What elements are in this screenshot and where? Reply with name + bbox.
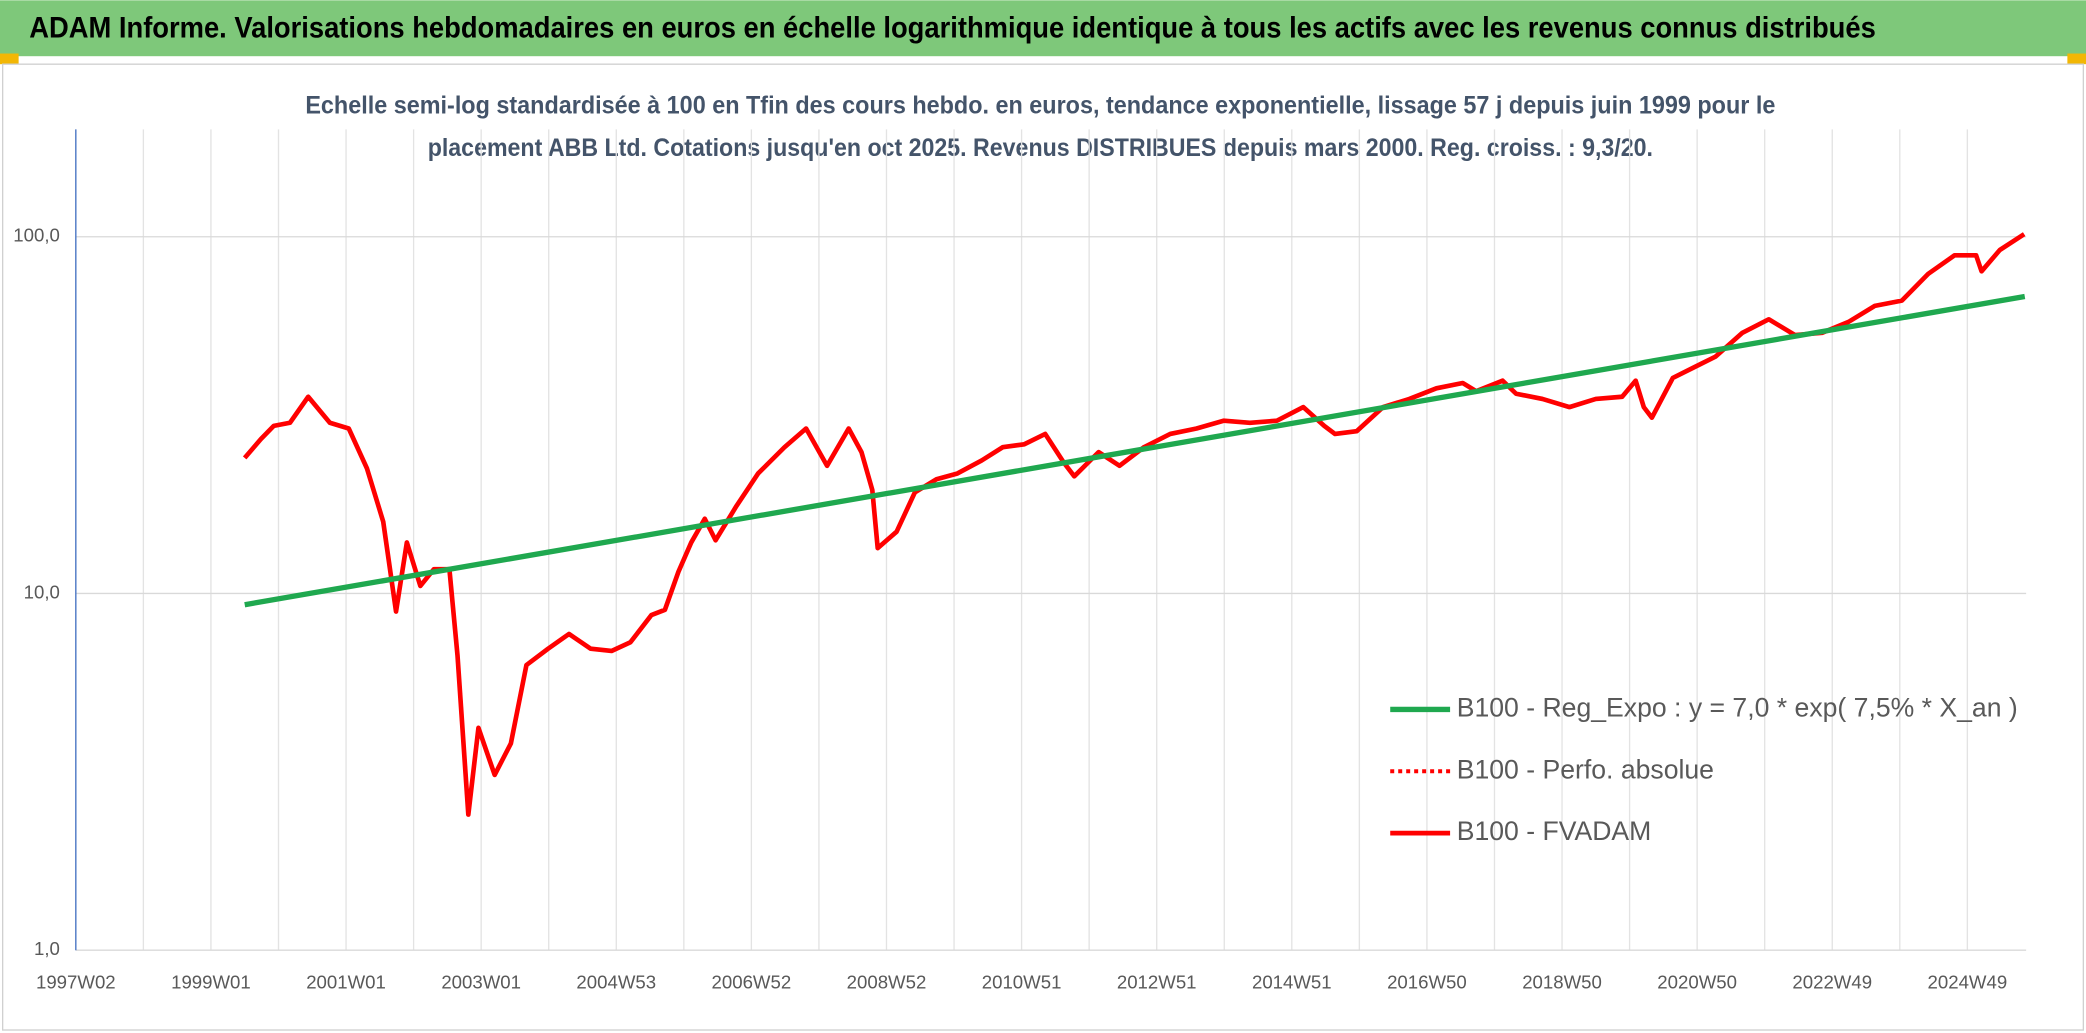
chart-frame bbox=[1, 63, 2085, 1031]
data-line bbox=[242, 232, 2026, 817]
legend-label: B100 - Reg_Expo : y = 7,0 * exp( 7,5% * … bbox=[1457, 692, 2018, 722]
x-tick-label: 1999W01 bbox=[171, 971, 251, 992]
x-tick-label: 2020W50 bbox=[1657, 971, 1737, 992]
x-tick-label: 2003W01 bbox=[441, 971, 521, 992]
corner-right bbox=[2067, 53, 2086, 65]
chart-subtitle: Echelle semi-log standardisée à 100 en T… bbox=[305, 91, 1775, 119]
y-tick-label: 1,0 bbox=[34, 938, 60, 959]
y-tick-label: 100,0 bbox=[13, 225, 60, 246]
corner-left bbox=[0, 53, 19, 65]
x-tick-label: 2016W50 bbox=[1387, 971, 1467, 992]
legend-label: B100 - FVADAM bbox=[1457, 816, 1652, 846]
y-tick-label: 10,0 bbox=[24, 581, 60, 602]
x-tick-label: 2010W51 bbox=[982, 971, 1062, 992]
x-tick-label: 2006W52 bbox=[712, 971, 792, 992]
x-tick-label: 1997W02 bbox=[36, 971, 116, 992]
x-tick-label: 2014W51 bbox=[1252, 971, 1332, 992]
chart-subtitle: placement ABB Ltd. Cotations jusqu'en oc… bbox=[428, 134, 1653, 162]
x-tick-label: 2024W49 bbox=[1928, 971, 2008, 992]
page-title: ADAM Informe. Valorisations hebdomadaire… bbox=[29, 12, 1876, 44]
x-tick-label: 2012W51 bbox=[1117, 971, 1197, 992]
x-tick-label: 2001W01 bbox=[306, 971, 386, 992]
x-tick-label: 2008W52 bbox=[847, 971, 927, 992]
legend-label: B100 - Perfo. absolue bbox=[1457, 754, 1714, 784]
header-bar bbox=[0, 0, 2086, 57]
data-line bbox=[244, 293, 2026, 608]
x-tick-label: 2018W50 bbox=[1522, 971, 1602, 992]
x-tick-label: 2004W53 bbox=[576, 971, 656, 992]
x-tick-label: 2022W49 bbox=[1792, 971, 1872, 992]
